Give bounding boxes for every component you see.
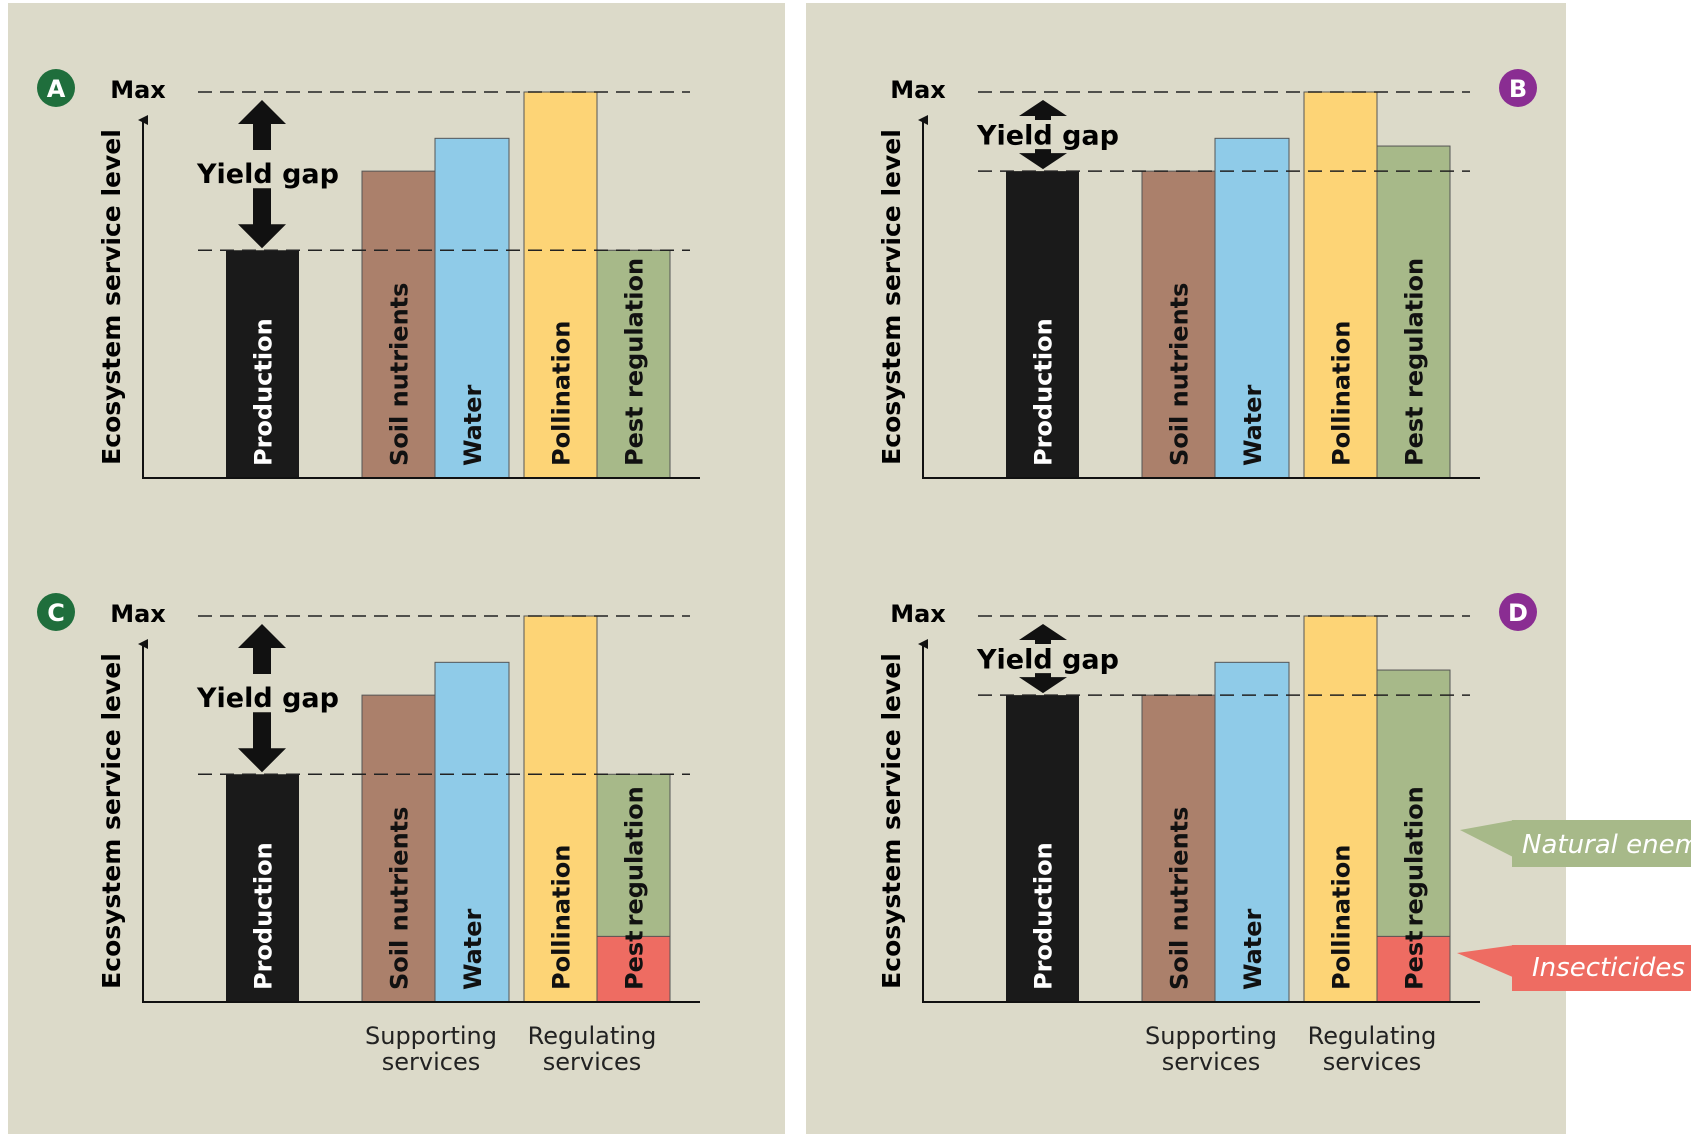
bar-label-water: Water <box>1239 908 1267 990</box>
bar-label-soil: Soil nutrients <box>386 283 414 466</box>
bar-water <box>434 661 510 1003</box>
bar-label-production: Production <box>1030 842 1058 990</box>
bar-production <box>1006 171 1079 478</box>
supporting-services-label-2: services <box>1162 1048 1260 1076</box>
bar-pest <box>596 249 671 479</box>
natural-enemies-callout: Natural enemies <box>1460 820 1691 867</box>
bar-label-soil: Soil nutrients <box>386 807 414 990</box>
yield-gap-label: Yield gap <box>196 683 339 714</box>
panel-b: B Max Ecosystem service level Production Soi… <box>877 69 1537 479</box>
bar-label-soil: Soil nutrients <box>1166 807 1194 990</box>
natural-enemies-pointer <box>1460 820 1515 858</box>
regulating-services-label-2: services <box>543 1048 641 1076</box>
natural-enemies-box <box>1512 820 1691 867</box>
supporting-services-label-1: Supporting <box>365 1022 497 1050</box>
bar-pest <box>1376 145 1451 479</box>
bar-label-pollination: Pollination <box>548 845 576 990</box>
bar-label-water: Water <box>459 908 487 990</box>
yield-gap-arrow-down <box>1019 673 1067 694</box>
panel-d: D Max Ecosystem service level Production Soi… <box>877 593 1537 1076</box>
bar-label-pollination: Pollination <box>1328 321 1356 466</box>
bar-insecticide-segment <box>1376 935 1451 1003</box>
max-label: Max <box>110 76 166 104</box>
bar-water <box>1214 137 1290 479</box>
regulating-services-label-2: services <box>1323 1048 1421 1076</box>
bar-pollination <box>523 615 598 1003</box>
bar-label-production: Production <box>1030 318 1058 466</box>
panel-d-badge <box>1499 593 1537 631</box>
regulating-services-label-1: Regulating <box>1308 1022 1437 1050</box>
insecticides-box <box>1512 945 1691 991</box>
panel-b-badge-letter: B <box>1509 75 1527 103</box>
yield-gap-label: Yield gap <box>976 645 1119 676</box>
bar-label-production: Production <box>250 842 278 990</box>
regulating-services-label-1: Regulating <box>528 1022 657 1050</box>
bar-label-pest: Pest <box>621 930 649 990</box>
yield-gap-arrow-up <box>238 624 286 674</box>
bar-soil <box>361 694 436 1003</box>
yield-gap-arrow-up <box>238 100 286 150</box>
max-label: Max <box>110 600 166 628</box>
yield-gap-label: Yield gap <box>976 121 1119 152</box>
bar-label-pest: Pest regulation <box>1401 258 1429 466</box>
panel-c-badge-letter: C <box>47 599 65 627</box>
yield-gap-label: Yield gap <box>196 159 339 190</box>
yield-gap-arrow-down <box>238 712 286 773</box>
max-label: Max <box>890 600 946 628</box>
panel-a-badge <box>37 69 75 107</box>
bar-label-water: Water <box>1239 384 1267 466</box>
bar-water <box>434 137 510 479</box>
yield-gap-arrow-down <box>238 188 286 249</box>
y-axis-label: Ecosystem service level <box>97 129 126 465</box>
natural-enemies-label: Natural enemies <box>1522 830 1691 860</box>
supporting-services-label-2: services <box>382 1048 480 1076</box>
yield-gap-arrow-up <box>1019 100 1067 120</box>
panel-c-badge <box>37 593 75 631</box>
panel-c: C Max Ecosystem service level Production Soi… <box>37 593 700 1076</box>
bar-label-pest: Pest <box>1401 930 1429 990</box>
bar-soil <box>1141 694 1216 1003</box>
bar-label-production: Production <box>250 318 278 466</box>
panel-d-badge-letter: D <box>1508 599 1528 627</box>
bar-water <box>1214 661 1290 1003</box>
bar-production <box>226 774 299 1002</box>
supporting-services-label-1: Supporting <box>1145 1022 1277 1050</box>
bar-label-soil: Soil nutrients <box>1166 283 1194 466</box>
panel-b-badge <box>1499 69 1537 107</box>
bar-production <box>1006 695 1079 1002</box>
bar-label-water: Water <box>459 384 487 466</box>
insecticides-pointer <box>1457 945 1515 978</box>
panel-a: A Max Ecosystem service level Production Soi… <box>37 69 700 479</box>
y-axis-label: Ecosystem service level <box>877 129 906 465</box>
y-axis-label: Ecosystem service level <box>97 653 126 989</box>
yield-gap-arrow-up <box>1019 624 1067 644</box>
bar-label-regulation: regulation <box>621 786 649 926</box>
bar-label-pollination: Pollination <box>548 321 576 466</box>
insecticides-label: Insecticides <box>1532 953 1685 983</box>
bar-label-pollination: Pollination <box>1328 845 1356 990</box>
y-axis-label: Ecosystem service level <box>877 653 906 989</box>
yield-gap-arrow-down <box>1019 149 1067 170</box>
bar-soil <box>1141 170 1216 479</box>
insecticides-callout: Insecticides <box>1457 945 1691 991</box>
bar-label-pest: Pest regulation <box>621 258 649 466</box>
max-label: Max <box>890 76 946 104</box>
panel-a-badge-letter: A <box>47 75 66 103</box>
bar-production <box>226 250 299 478</box>
bar-pollination <box>1303 615 1378 1003</box>
bar-label-regulation: regulation <box>1401 786 1429 926</box>
